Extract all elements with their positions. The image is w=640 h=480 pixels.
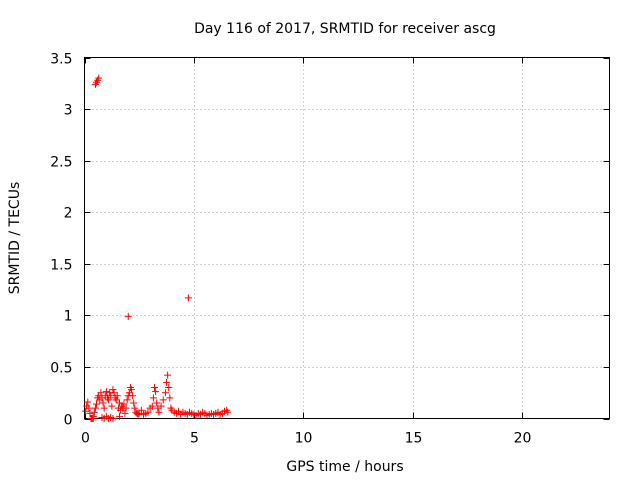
data-point <box>144 408 152 416</box>
y-tick-label: 3.5 <box>50 52 72 68</box>
y-axis: 0 0.5 1 1.5 2 2.5 3 3.5 <box>50 52 610 429</box>
data-point <box>97 389 105 397</box>
data-point <box>131 404 139 412</box>
data-point <box>86 409 94 417</box>
data-point <box>105 396 113 404</box>
x-tick-label: 20 <box>514 431 532 447</box>
data-point <box>152 388 160 396</box>
plot-frame <box>84 57 610 419</box>
data-point <box>90 408 98 416</box>
x-tick-label: 5 <box>190 431 199 447</box>
data-point <box>100 404 108 412</box>
x-tick-label: 10 <box>295 431 313 447</box>
y-tick-label: 0.5 <box>50 361 72 377</box>
data-point <box>165 384 173 392</box>
data-point <box>107 392 115 400</box>
data-point <box>121 409 129 417</box>
data-point <box>166 394 174 402</box>
data-point <box>163 378 171 386</box>
data-point <box>161 389 169 397</box>
data-point <box>123 396 131 404</box>
data-point <box>122 404 130 412</box>
data-point <box>112 396 120 404</box>
data-point <box>159 396 167 404</box>
data-point <box>102 388 110 396</box>
data-point <box>108 402 116 410</box>
data-point <box>137 406 145 414</box>
x-axis: 0 5 10 15 20 <box>81 57 532 447</box>
y-tick-label: 0 <box>64 413 73 429</box>
data-point <box>84 398 92 406</box>
y-tick-label: 1.5 <box>50 258 72 274</box>
data-point <box>110 389 118 397</box>
data-point <box>149 394 157 402</box>
data-point <box>85 404 93 412</box>
data-point <box>91 404 99 412</box>
data-point <box>116 412 123 420</box>
y-tick-label: 3 <box>64 103 73 119</box>
y-axis-label: SRMTID / TECUs <box>7 182 23 295</box>
data-point <box>113 392 121 400</box>
data-point <box>93 400 101 408</box>
data-point <box>82 407 90 415</box>
data-point <box>120 400 128 408</box>
y-tick-label: 2 <box>64 206 73 222</box>
data-point <box>128 386 136 394</box>
x-tick-label: 0 <box>81 431 90 447</box>
data-point <box>109 386 117 394</box>
data-point <box>95 74 103 82</box>
chart-title: Day 116 of 2017, SRMTID for receiver asc… <box>194 21 496 37</box>
x-tick-label: 15 <box>405 431 423 447</box>
data-point <box>153 399 161 407</box>
data-point <box>164 371 172 379</box>
data-point <box>99 399 107 407</box>
data-point <box>151 384 158 392</box>
x-axis-label: GPS time / hours <box>286 459 403 475</box>
data-point <box>155 408 163 416</box>
data-points <box>82 74 232 422</box>
grid <box>84 57 610 419</box>
data-point <box>124 312 132 320</box>
y-tick-label: 1 <box>64 309 73 325</box>
data-point <box>148 402 156 410</box>
data-point <box>109 415 117 422</box>
data-point <box>89 415 97 422</box>
data-point <box>224 408 232 416</box>
data-point <box>157 402 165 410</box>
y-tick-label: 2.5 <box>50 155 72 171</box>
data-point <box>130 399 138 407</box>
data-point <box>184 294 192 302</box>
data-point <box>129 392 137 400</box>
